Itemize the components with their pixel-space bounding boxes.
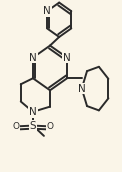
Text: N: N: [43, 6, 51, 16]
Text: N: N: [78, 84, 86, 94]
Text: S: S: [30, 121, 36, 131]
Text: O: O: [46, 122, 54, 131]
Text: N: N: [63, 53, 71, 63]
Text: N: N: [29, 53, 37, 63]
Text: O: O: [12, 122, 19, 131]
Text: N: N: [29, 107, 37, 117]
